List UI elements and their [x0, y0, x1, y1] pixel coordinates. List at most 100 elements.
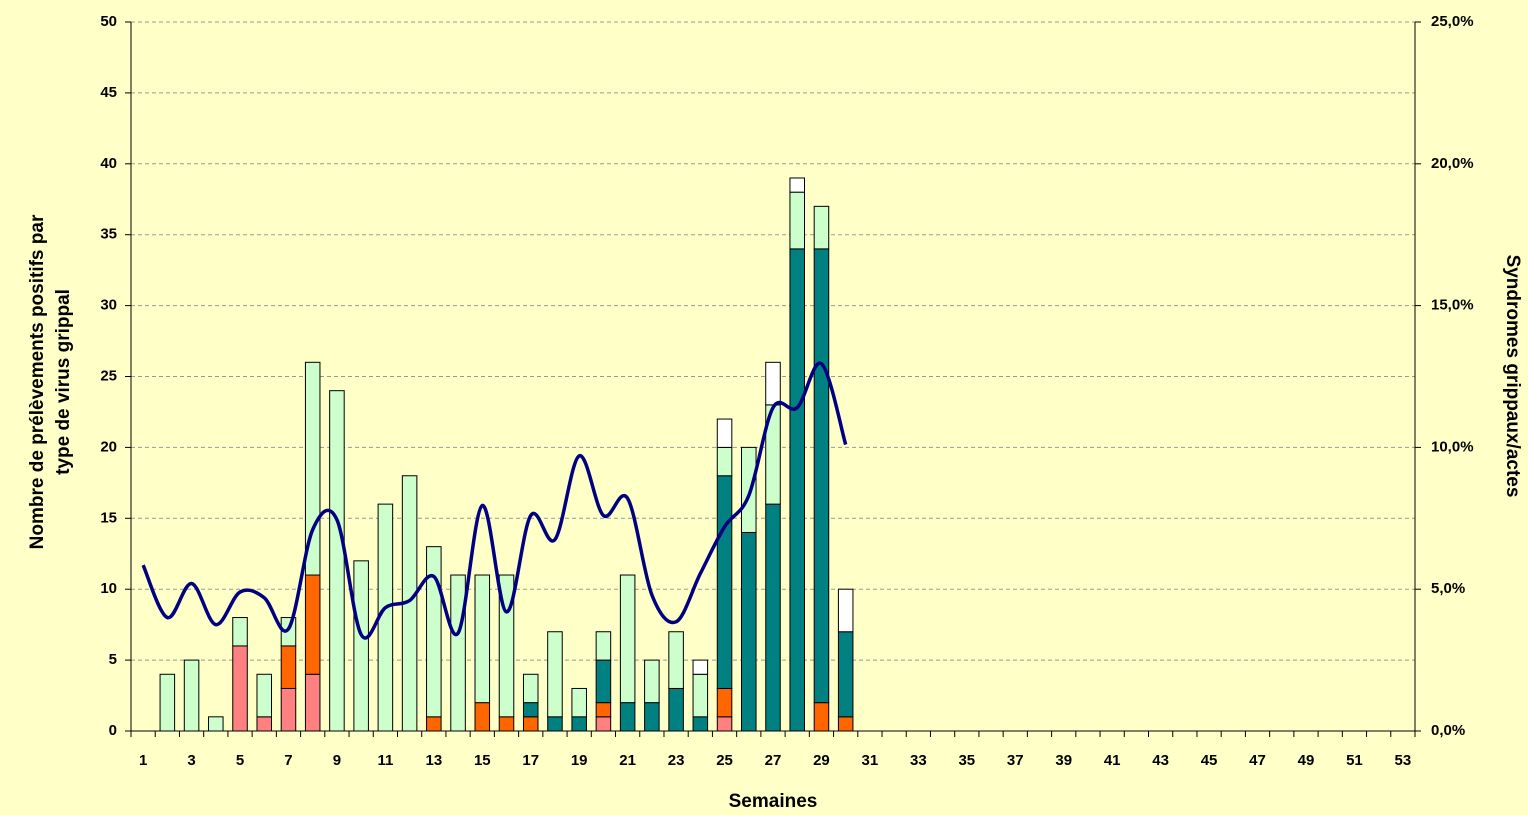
y2-tick-label: 10,0%: [1431, 438, 1474, 455]
y-tick-label: 25: [100, 367, 117, 384]
bar-segment: [498, 716, 515, 732]
bar-segment: [304, 574, 321, 675]
y2-tick-label: 20,0%: [1431, 155, 1474, 172]
bar-segment: [741, 446, 757, 533]
y2-tick-label: 0,0%: [1431, 722, 1465, 739]
bar-segment: [716, 687, 733, 718]
bar-segment: [474, 702, 491, 732]
bar-segment: [789, 177, 805, 193]
x-tick-label: 45: [1201, 752, 1218, 769]
y-tick-label: 10: [100, 580, 117, 597]
y2-tick-label: 25,0%: [1431, 13, 1474, 30]
bar-segment: [837, 716, 854, 732]
x-tick-label: 43: [1152, 752, 1169, 769]
y-tick-label: 45: [100, 84, 117, 101]
bar-segment: [571, 687, 587, 718]
bar-segment: [232, 645, 248, 732]
bar-segment: [644, 659, 660, 704]
x-tick-label: 39: [1055, 752, 1072, 769]
x-tick-label: 33: [910, 752, 927, 769]
bar-segment: [329, 390, 345, 732]
x-tick-label: 47: [1249, 752, 1266, 769]
x-tick-label: 53: [1395, 752, 1412, 769]
bar-segment: [571, 716, 587, 732]
bar-segment: [547, 716, 563, 732]
x-tick-label: 23: [668, 752, 685, 769]
bar-segment: [183, 659, 200, 732]
x-tick-label: 13: [425, 752, 442, 769]
bar-segment: [668, 687, 684, 732]
bar-segment: [716, 475, 733, 689]
x-tick-label: 3: [187, 752, 195, 769]
y2-tick-label: 5,0%: [1431, 580, 1465, 597]
y-tick-label: 50: [100, 13, 117, 30]
bar-segment: [644, 702, 660, 732]
bar-segment: [692, 716, 709, 732]
bar-segment: [765, 503, 781, 732]
bar-segment: [716, 418, 733, 448]
x-tick-label: 9: [333, 752, 341, 769]
y-tick-label: 0: [109, 722, 117, 739]
y-tick-label: 40: [100, 155, 117, 172]
x-tick-label: 15: [474, 752, 491, 769]
bar-segment: [813, 248, 830, 704]
bar-segment: [789, 248, 805, 732]
x-tick-label: 17: [522, 752, 539, 769]
bar-segment: [280, 687, 297, 732]
x-tick-label: 51: [1346, 752, 1363, 769]
bar-segment: [256, 673, 273, 718]
bar-segment: [813, 205, 830, 250]
y-axis-title: type de virus grippal: [53, 289, 74, 475]
bar-segment: [522, 716, 539, 732]
bar-segment: [813, 702, 830, 732]
bar-segment: [595, 659, 612, 704]
x-tick-label: 5: [236, 752, 244, 769]
bar-segment: [353, 560, 369, 732]
bar-segment: [280, 645, 297, 689]
bar-segment: [619, 702, 636, 732]
y-tick-label: 20: [100, 438, 117, 455]
bar-segment: [256, 716, 273, 732]
x-tick-label: 31: [862, 752, 879, 769]
bar-segment: [159, 673, 176, 732]
y2-axis-title: Syndromes grippaux/actes: [1502, 255, 1523, 498]
x-tick-label: 21: [619, 752, 636, 769]
bar-segment: [522, 673, 539, 704]
x-tick-label: 35: [958, 752, 975, 769]
bar-segment: [765, 361, 781, 406]
bar-segment: [692, 673, 709, 718]
x-tick-label: 37: [1007, 752, 1024, 769]
y-tick-label: 30: [100, 297, 117, 314]
x-tick-label: 49: [1298, 752, 1315, 769]
x-axis-title: Semaines: [729, 791, 818, 812]
x-tick-label: 19: [571, 752, 588, 769]
bar-segment: [208, 716, 224, 732]
bar-segment: [595, 702, 612, 718]
x-tick-label: 41: [1104, 752, 1121, 769]
bar-segment: [547, 631, 563, 718]
x-tick-label: 1: [139, 752, 147, 769]
bar-segment: [595, 716, 612, 732]
y-tick-label: 5: [109, 651, 117, 668]
bar-segment: [741, 531, 757, 732]
bar-segment: [668, 631, 684, 689]
x-tick-label: 7: [284, 752, 292, 769]
bar-segment: [716, 446, 733, 477]
bar-segment: [619, 574, 636, 704]
y-tick-label: 35: [100, 226, 117, 243]
x-tick-label: 11: [377, 752, 393, 769]
bar-segment: [450, 574, 466, 732]
x-tick-label: 25: [716, 752, 733, 769]
bar-segment: [426, 546, 442, 718]
y-tick-label: 15: [100, 509, 117, 526]
bar-segment: [595, 631, 612, 661]
y-axis-title: Nombre de prélèvements positifs par: [27, 214, 48, 549]
x-tick-label: 29: [813, 752, 830, 769]
bar-segment: [304, 673, 321, 732]
bar-segment: [692, 659, 709, 675]
y2-tick-label: 15,0%: [1431, 297, 1474, 314]
bar-segment: [426, 716, 442, 732]
bar-segment: [837, 588, 854, 633]
